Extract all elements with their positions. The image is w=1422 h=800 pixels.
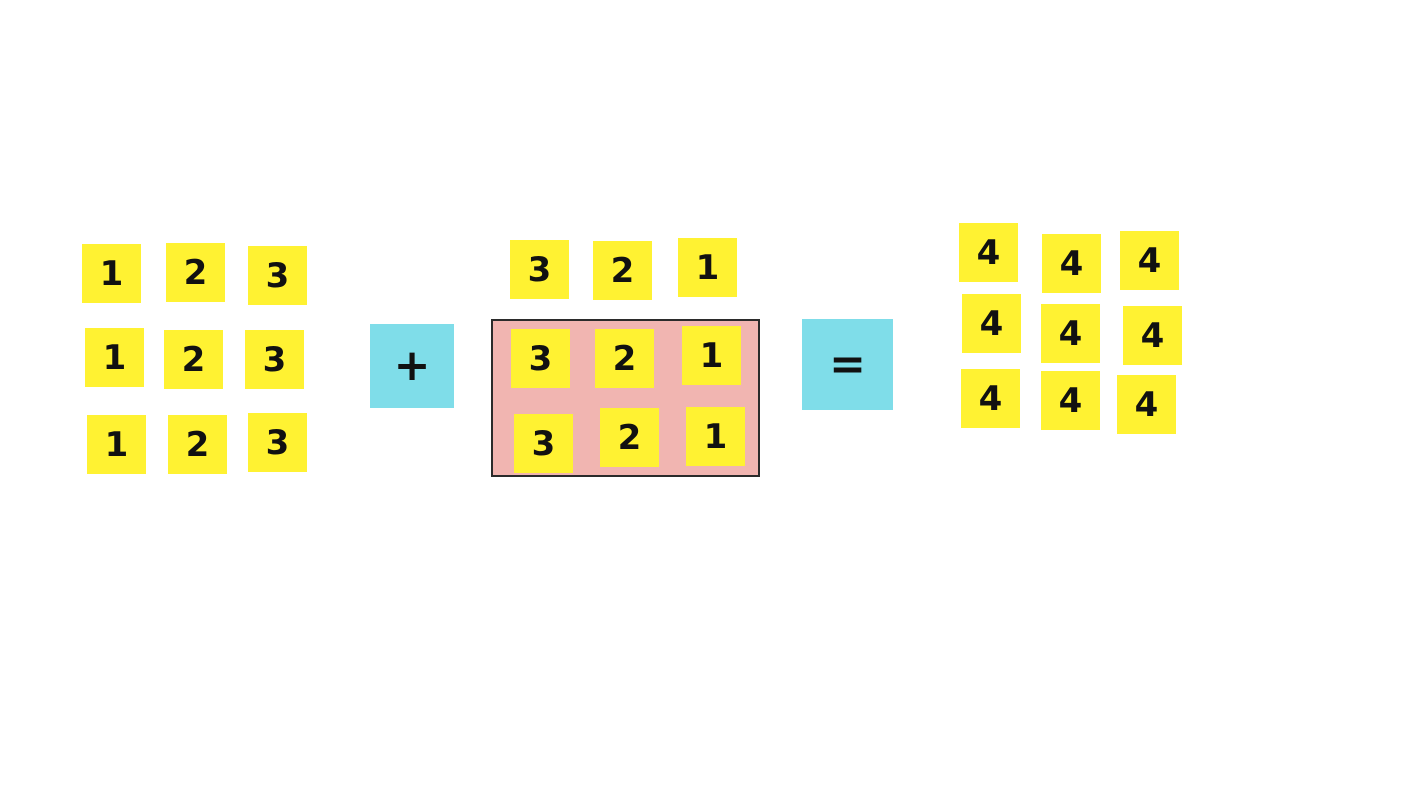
sticky-note[interactable]: 3 bbox=[511, 329, 570, 388]
sticky-note[interactable]: 3 bbox=[248, 246, 307, 305]
sticky-note[interactable]: 3 bbox=[510, 240, 569, 299]
sticky-note[interactable]: 2 bbox=[164, 330, 223, 389]
sticky-note[interactable]: 1 bbox=[85, 328, 144, 387]
sticky-note[interactable]: 1 bbox=[682, 326, 741, 385]
sticky-note[interactable]: 4 bbox=[1042, 234, 1101, 293]
sticky-note[interactable]: 4 bbox=[959, 223, 1018, 282]
sticky-note[interactable]: 4 bbox=[1120, 231, 1179, 290]
sticky-note[interactable]: 2 bbox=[593, 241, 652, 300]
sticky-note[interactable]: 1 bbox=[678, 238, 737, 297]
sticky-note[interactable]: 4 bbox=[1123, 306, 1182, 365]
equals-operator-note[interactable]: = bbox=[802, 319, 893, 410]
sticky-note[interactable]: 4 bbox=[1041, 371, 1100, 430]
sticky-note[interactable]: 1 bbox=[87, 415, 146, 474]
sticky-note[interactable]: 4 bbox=[962, 294, 1021, 353]
sticky-note[interactable]: 4 bbox=[1041, 304, 1100, 363]
sticky-note[interactable]: 2 bbox=[595, 329, 654, 388]
sticky-note[interactable]: 1 bbox=[686, 407, 745, 466]
sticky-note[interactable]: 3 bbox=[514, 414, 573, 473]
plus-operator-note[interactable]: + bbox=[370, 324, 454, 408]
sticky-note[interactable]: 1 bbox=[82, 244, 141, 303]
sticky-note[interactable]: 2 bbox=[600, 408, 659, 467]
sticky-note[interactable]: 2 bbox=[168, 415, 227, 474]
sticky-note[interactable]: 4 bbox=[961, 369, 1020, 428]
sticky-note[interactable]: 2 bbox=[166, 243, 225, 302]
sticky-note[interactable]: 3 bbox=[245, 330, 304, 389]
sticky-note[interactable]: 3 bbox=[248, 413, 307, 472]
sticky-note[interactable]: 4 bbox=[1117, 375, 1176, 434]
